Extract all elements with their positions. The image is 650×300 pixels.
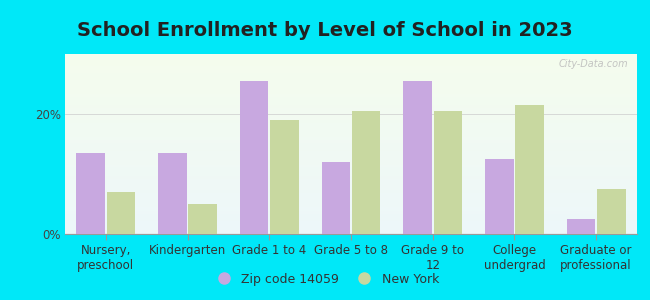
Bar xyxy=(485,159,514,234)
Legend: Zip code 14059, New York: Zip code 14059, New York xyxy=(206,268,444,291)
Bar xyxy=(403,81,432,234)
Bar xyxy=(158,153,187,234)
Bar xyxy=(434,111,462,234)
Bar xyxy=(352,111,380,234)
Bar xyxy=(567,219,595,234)
Bar xyxy=(322,162,350,234)
Bar xyxy=(270,120,299,234)
Text: City-Data.com: City-Data.com xyxy=(559,59,629,69)
Text: School Enrollment by Level of School in 2023: School Enrollment by Level of School in … xyxy=(77,21,573,40)
Bar xyxy=(188,204,217,234)
Bar xyxy=(77,153,105,234)
Bar xyxy=(597,189,625,234)
Bar xyxy=(107,192,135,234)
Bar xyxy=(515,105,544,234)
Bar xyxy=(240,81,268,234)
